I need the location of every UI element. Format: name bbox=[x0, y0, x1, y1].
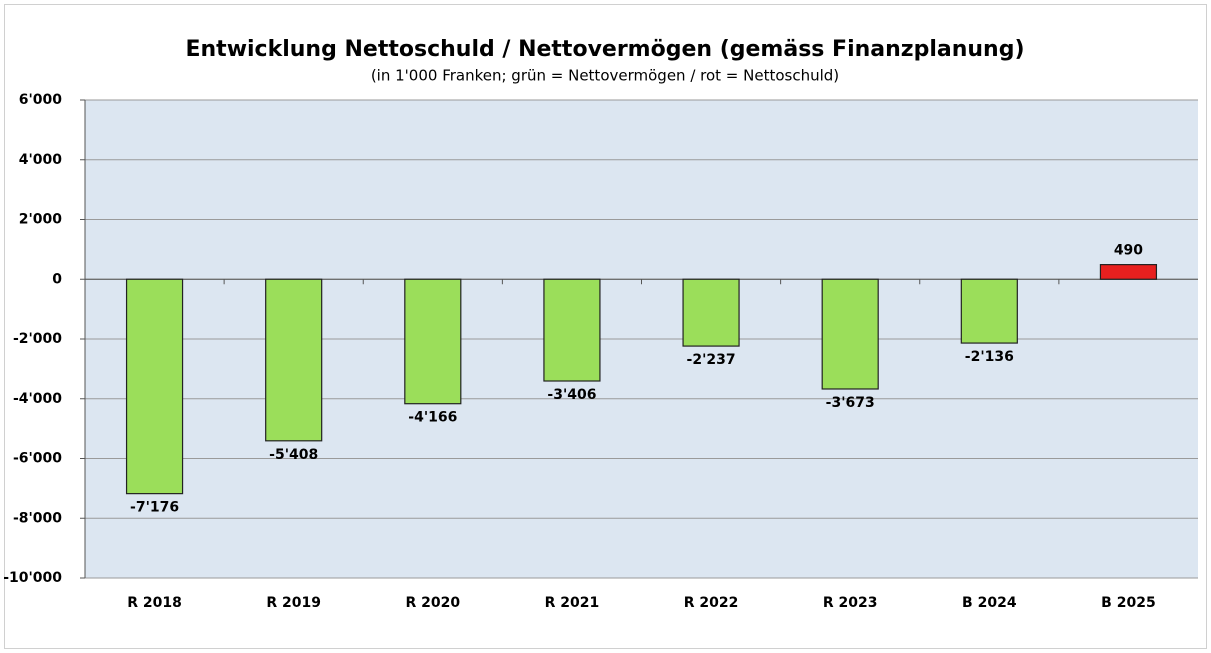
y-tick-label: 2'000 bbox=[19, 212, 63, 228]
x-tick-label: R 2018 bbox=[127, 595, 182, 611]
data-label: -4'166 bbox=[408, 410, 457, 426]
data-label: -3'673 bbox=[826, 395, 875, 411]
chart-subtitle: (in 1'000 Franken; grün = Nettovermögen … bbox=[371, 67, 839, 85]
x-tick-label: R 2020 bbox=[406, 595, 461, 611]
bar bbox=[125, 278, 184, 495]
y-tick-label: -4'000 bbox=[13, 391, 62, 407]
bar bbox=[960, 278, 1018, 344]
data-label: 490 bbox=[1114, 243, 1143, 259]
data-label: -2'237 bbox=[687, 352, 736, 368]
y-tick-label: -8'000 bbox=[13, 510, 62, 526]
y-tick-label: 6'000 bbox=[19, 92, 63, 108]
x-tick-label: R 2022 bbox=[684, 595, 739, 611]
data-label: -2'136 bbox=[965, 349, 1014, 365]
data-label: -5'408 bbox=[269, 447, 318, 463]
chart-title: Entwicklung Nettoschuld / Nettovermögen … bbox=[185, 37, 1024, 62]
y-tick-label: -10'000 bbox=[3, 570, 62, 586]
bar bbox=[543, 278, 601, 382]
y-tick-label: -6'000 bbox=[13, 451, 62, 467]
bar bbox=[1099, 264, 1158, 280]
bar bbox=[265, 278, 323, 442]
data-label: -7'176 bbox=[130, 500, 179, 516]
bar bbox=[682, 278, 740, 347]
y-tick-label: 0 bbox=[52, 271, 62, 287]
y-tick-label: 4'000 bbox=[19, 152, 63, 168]
x-tick-label: R 2019 bbox=[266, 595, 321, 611]
bar bbox=[821, 278, 879, 390]
x-tick-label: R 2023 bbox=[823, 595, 878, 611]
y-tick-label: -2'000 bbox=[13, 331, 62, 347]
x-tick-label: R 2021 bbox=[545, 595, 600, 611]
x-tick-label: B 2024 bbox=[962, 595, 1017, 611]
bar bbox=[404, 278, 462, 405]
data-label: -3'406 bbox=[547, 387, 596, 403]
x-tick-label: B 2025 bbox=[1101, 595, 1156, 611]
